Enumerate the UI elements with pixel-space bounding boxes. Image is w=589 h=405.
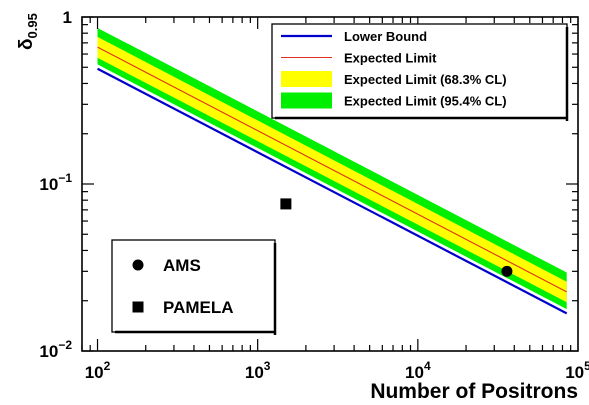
y-tick-label-exp: −2 bbox=[58, 338, 72, 352]
x-tick-label-exp: 2 bbox=[104, 359, 111, 373]
x-tick-label: 105 bbox=[565, 359, 589, 382]
y-axis-label-subscript: 0.95 bbox=[25, 13, 40, 38]
x-tick-label-base: 10 bbox=[245, 363, 264, 382]
x-tick-label-base: 10 bbox=[565, 363, 584, 382]
x-tick-label: 103 bbox=[245, 359, 271, 382]
y-tick-label-base: 10 bbox=[39, 175, 58, 194]
point-ams bbox=[501, 265, 513, 277]
legend-experiments-marker bbox=[132, 301, 144, 313]
x-tick-label-exp: 3 bbox=[264, 359, 271, 373]
legend-limits-label: Lower Bound bbox=[344, 29, 427, 44]
legend-limits-label: Expected Limit (68.3% CL) bbox=[344, 72, 507, 87]
legend-experiments-box bbox=[111, 239, 276, 333]
x-tick-label-base: 10 bbox=[405, 363, 424, 382]
x-tick-label-exp: 4 bbox=[424, 359, 431, 373]
y-tick-label: 1 bbox=[63, 8, 72, 27]
x-axis-label: Number of Positrons bbox=[370, 380, 578, 403]
y-tick-label-exp: −1 bbox=[58, 171, 72, 185]
y-axis-label: δ0.95 bbox=[16, 13, 40, 50]
legend-experiments-label: AMS bbox=[163, 256, 201, 275]
y-tick-label: 10−1 bbox=[39, 171, 72, 194]
legend-experiments-marker bbox=[132, 259, 144, 271]
y-tick-label-base: 10 bbox=[39, 342, 58, 361]
point-pamela bbox=[280, 198, 292, 210]
legend-experiments-label: PAMELA bbox=[163, 298, 234, 317]
legend-limits-label: Expected Limit (95.4% CL) bbox=[344, 94, 507, 109]
y-axis-label-symbol: δ bbox=[16, 38, 37, 50]
y-tick-label: 10−2 bbox=[39, 338, 72, 361]
x-tick-label: 104 bbox=[405, 359, 431, 382]
expected-limit-line bbox=[97, 46, 567, 293]
legend-limits-swatch bbox=[281, 92, 332, 109]
lower-bound-line bbox=[97, 67, 568, 315]
x-tick-label-base: 10 bbox=[85, 363, 104, 382]
plot-area bbox=[97, 27, 568, 315]
x-tick-label-exp: 5 bbox=[584, 359, 589, 373]
x-tick-label: 102 bbox=[85, 359, 111, 382]
legend-limits-label: Expected Limit bbox=[344, 51, 437, 66]
legends: Lower Bound Expected Limit Expected Limit … bbox=[111, 23, 569, 335]
legend-limits-swatch bbox=[281, 71, 332, 87]
